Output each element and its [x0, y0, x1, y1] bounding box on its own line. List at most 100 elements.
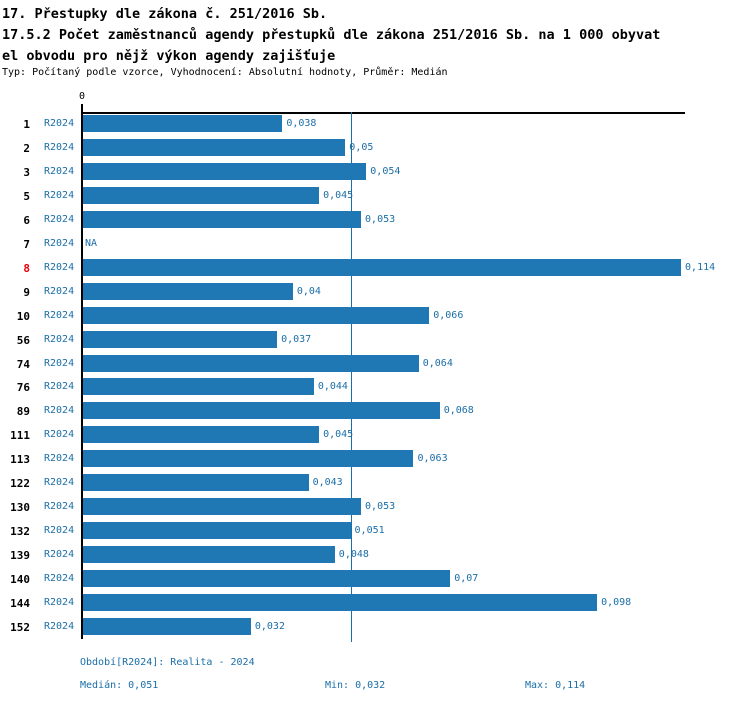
bar-value-label: 0,114: [685, 261, 716, 273]
bar-value-label: 0,04: [296, 285, 321, 297]
chart-row: 1 R2024 0,038: [0, 113, 750, 137]
axis-top-rule: [82, 112, 685, 114]
row-period-label: R2024: [44, 213, 75, 225]
chart-row: 9 R2024 0,04: [0, 281, 750, 305]
bar: [83, 138, 346, 156]
bar: [83, 210, 362, 228]
bar-value-label: 0,053: [365, 213, 396, 225]
chart-row: 132 R2024 0,051: [0, 520, 750, 544]
bar: [83, 426, 320, 444]
row-period-label: R2024: [44, 549, 75, 561]
page-title-line-2: 17.5.2 Počet zaměstnanců agendy přestupk…: [2, 27, 661, 43]
bar-value-label: 0,066: [433, 309, 464, 321]
bar-value-label: 0,064: [422, 357, 453, 369]
row-index-label: 10: [16, 309, 30, 323]
chart-row: 8 R2024 0,114: [0, 257, 750, 281]
bar: [83, 546, 335, 564]
chart-row: 139 R2024 0,048: [0, 544, 750, 568]
chart-row: 111 R2024 0,045: [0, 424, 750, 448]
bar: [83, 498, 362, 516]
bar-value-label: 0,054: [370, 165, 401, 177]
chart-row: 113 R2024 0,063: [0, 448, 750, 472]
row-index-label: 139: [10, 549, 30, 563]
row-index-label: 130: [10, 501, 30, 515]
chart-row: 2 R2024 0,05: [0, 137, 750, 161]
bar-value-label: 0,045: [323, 189, 354, 201]
bar-value-label: 0,068: [443, 405, 474, 417]
bar-value-label: 0,038: [286, 118, 317, 129]
row-period-label: R2024: [44, 333, 75, 345]
row-period-label: R2024: [44, 597, 75, 608]
bar: [83, 378, 314, 396]
row-index-label: 111: [10, 429, 30, 443]
page-title-line-3: el obvodu pro nějž výkon agendy zajišťuj…: [2, 48, 336, 64]
bar-value-label: 0,043: [312, 477, 343, 489]
chart-row: 5 R2024 0,045: [0, 185, 750, 209]
row-period-label: R2024: [44, 261, 75, 273]
stat-median-label: Medián: 0,051: [80, 680, 159, 691]
chart-row: 144 R2024 0,098: [0, 592, 750, 616]
row-period-label: R2024: [44, 309, 75, 321]
chart-row: 7 R2024 NA: [0, 233, 750, 257]
row-index-label: 5: [23, 189, 30, 203]
bar: [83, 450, 414, 468]
row-period-label: R2024: [44, 620, 75, 632]
x-axis-tick-label-0: 0: [79, 91, 86, 102]
row-index-label: 132: [10, 525, 30, 539]
row-period-label: R2024: [44, 405, 75, 417]
row-index-label: 140: [10, 573, 30, 587]
bar: [83, 186, 320, 204]
chart-row: 76 R2024 0,044: [0, 376, 750, 400]
row-index-label: 2: [23, 141, 30, 155]
bar: [83, 330, 278, 348]
page-title-line-1: 17. Přestupky dle zákona č. 251/2016 Sb.: [2, 6, 328, 22]
chart-row: 89 R2024 0,068: [0, 400, 750, 424]
chart-row: 3 R2024 0,054: [0, 161, 750, 185]
row-index-label: 144: [10, 597, 30, 610]
row-index-label: 7: [23, 237, 30, 251]
bar-value-label: 0,044: [317, 381, 348, 393]
bar: [83, 522, 351, 540]
bar: [83, 354, 419, 372]
row-period-label: R2024: [44, 573, 75, 585]
chart-row: 74 R2024 0,064: [0, 353, 750, 377]
y-axis-line: [81, 112, 83, 639]
row-index-label: 6: [23, 213, 30, 227]
row-period-label: R2024: [44, 477, 75, 489]
chart-row: 140 R2024 0,07: [0, 568, 750, 592]
row-period-label: R2024: [44, 189, 75, 201]
bar: [83, 282, 293, 300]
bar-value-label: 0,045: [323, 429, 354, 441]
row-period-label: R2024: [44, 453, 75, 465]
bar-value-label: 0,051: [354, 525, 385, 537]
row-period-label: R2024: [44, 525, 75, 537]
row-na-label: NA: [85, 237, 98, 249]
row-period-label: R2024: [44, 429, 75, 441]
row-index-label: 9: [23, 285, 30, 299]
bar: [83, 115, 283, 132]
bar: [83, 594, 598, 611]
bar: [83, 474, 309, 492]
row-period-label: R2024: [44, 165, 75, 177]
stat-min-label: Min: 0,032: [325, 680, 386, 691]
bar-value-label: 0,032: [254, 620, 285, 632]
bar-value-label: 0,037: [281, 333, 312, 345]
bar: [83, 402, 440, 420]
bar: [83, 570, 451, 588]
bar: [83, 162, 367, 180]
row-index-label: 89: [16, 405, 30, 419]
row-period-label: R2024: [44, 141, 75, 153]
legend-period-label: Období[R2024]: Realita - 2024: [80, 657, 255, 668]
row-index-label: 8: [23, 261, 30, 275]
row-period-label: R2024: [44, 118, 75, 129]
median-reference-line: [351, 112, 352, 642]
row-index-label: 3: [23, 165, 30, 179]
row-period-label: R2024: [44, 381, 75, 393]
bar-value-label: 0,098: [601, 597, 632, 608]
row-period-label: R2024: [44, 357, 75, 369]
chart-row: 10 R2024 0,066: [0, 305, 750, 329]
row-index-label: 152: [10, 620, 30, 634]
row-index-label: 56: [16, 333, 30, 347]
row-index-label: 113: [10, 453, 30, 467]
row-period-label: R2024: [44, 237, 75, 249]
